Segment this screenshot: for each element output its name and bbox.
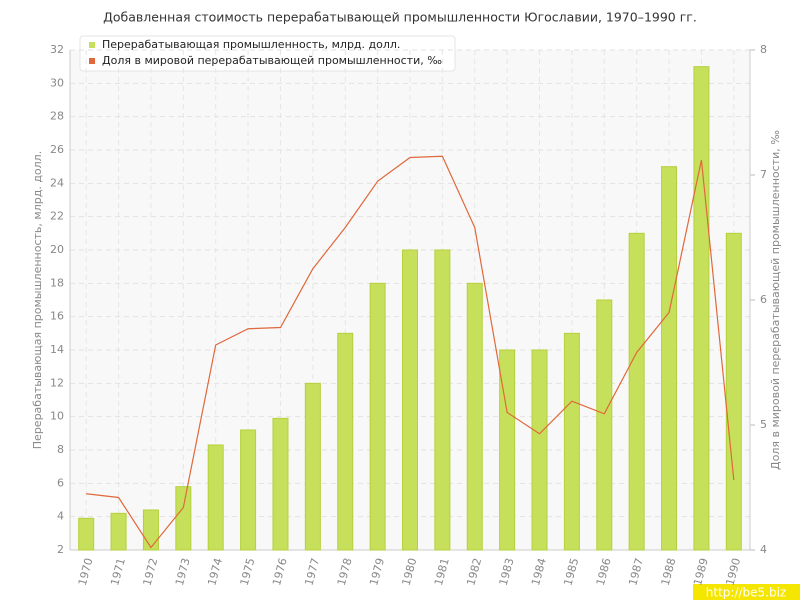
y-tick-label: 14 (50, 343, 64, 356)
x-tick-label: 1972 (141, 557, 161, 587)
bar (78, 517, 95, 551)
y-tick-label: 22 (50, 210, 64, 223)
bar (563, 332, 580, 551)
bar (272, 417, 289, 551)
bar (466, 282, 483, 551)
legend-swatch (89, 58, 95, 64)
x-tick-label: 1980 (400, 557, 420, 587)
watermark-bg (693, 584, 800, 600)
bar (207, 444, 224, 551)
x-tick-label: 1983 (497, 557, 517, 587)
legend-swatch (89, 42, 95, 48)
legend (79, 35, 456, 72)
y-tick-label: 30 (50, 76, 64, 89)
line (86, 155, 735, 549)
y-tick-label: 6 (57, 476, 64, 489)
bar (499, 349, 516, 551)
bar (531, 349, 548, 551)
y2-tick-label: 6 (760, 293, 767, 306)
x-tick-label: 1986 (594, 557, 614, 587)
y-tick-label: 26 (50, 143, 64, 156)
x-tick-label: 1970 (76, 557, 96, 587)
x-tick-label: 1971 (108, 557, 128, 587)
y-tick-label: 4 (57, 510, 64, 523)
x-tick-label: 1973 (173, 557, 193, 587)
legend-text: Перерабатывающая промышленность, млрд. д… (102, 38, 400, 51)
y2-tick-label: 4 (760, 543, 767, 556)
x-tick-label: 1984 (529, 557, 549, 587)
x-tick-label: 1979 (367, 557, 387, 587)
x-tick-label: 1975 (238, 557, 258, 587)
y-tick-label: 28 (50, 110, 64, 123)
y-tick-label: 16 (50, 310, 64, 323)
bar (240, 429, 257, 551)
y-axis-label: Перерабатывающая промышленность, млрд. д… (31, 151, 44, 449)
y-tick-label: 32 (50, 43, 64, 56)
x-tick-label: 1982 (464, 557, 484, 587)
y-tick-label: 12 (50, 376, 64, 389)
bar (142, 509, 159, 551)
bar (628, 232, 645, 551)
watermark: http://be5.biz (706, 586, 786, 600)
y2-tick-label: 5 (760, 418, 767, 431)
bar (434, 249, 451, 551)
chart-title: Добавленная стоимость перерабатывающей п… (103, 10, 697, 25)
x-tick-label: 1988 (659, 557, 679, 587)
x-tick-label: 1974 (205, 557, 225, 587)
x-tick-label: 1977 (302, 557, 322, 587)
x-tick-label: 1985 (562, 557, 582, 587)
bar (661, 166, 678, 551)
bar (725, 232, 742, 551)
y-tick-label: 8 (57, 443, 64, 456)
y2-axis-label: Доля в мировой перерабатывающей промышле… (769, 130, 782, 470)
y-tick-label: 10 (50, 410, 64, 423)
legend-text: Доля в мировой перерабатывающей промышле… (102, 54, 442, 67)
y2-tick-label: 7 (760, 168, 767, 181)
y-tick-label: 20 (50, 243, 64, 256)
x-tick-label: 1990 (723, 557, 743, 587)
y-tick-label: 2 (57, 543, 64, 556)
bar (304, 382, 321, 551)
y2-tick-label: 8 (760, 43, 767, 56)
bar (693, 66, 710, 551)
bar (110, 512, 127, 551)
x-tick-label: 1981 (432, 557, 452, 587)
x-tick-label: 1976 (270, 557, 290, 587)
y-tick-label: 24 (50, 176, 64, 189)
bar (369, 282, 386, 551)
x-tick-label: 1987 (626, 557, 646, 587)
bar (337, 332, 354, 551)
y-tick-label: 18 (50, 276, 64, 289)
x-tick-label: 1978 (335, 557, 355, 587)
bar (596, 299, 613, 551)
bar (175, 486, 192, 551)
x-tick-label: 1989 (691, 557, 711, 587)
bar (402, 249, 418, 551)
